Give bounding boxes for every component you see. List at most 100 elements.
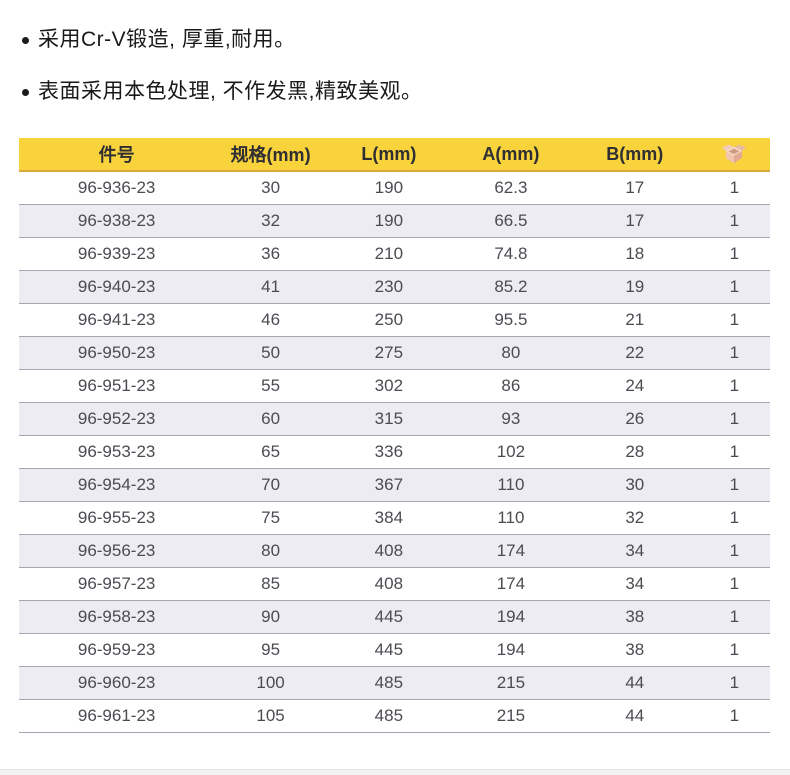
table-row: 96-956-23 80 408 174 34 1 — [19, 534, 770, 568]
pack-qty-cell: 1 — [698, 567, 770, 601]
spec-cell: 60 — [214, 402, 327, 436]
part-number-cell: 96-960-23 — [19, 666, 215, 700]
table-row: 96-955-23 75 384 110 32 1 — [19, 501, 770, 535]
part-number-cell: 96-957-23 — [19, 567, 215, 601]
pack-qty-cell: 1 — [698, 369, 770, 403]
spec-table: 件号 规格(mm) L(mm) A(mm) B(mm) — [19, 138, 770, 733]
spec-cell: 36 — [214, 237, 327, 271]
table-row: 96-936-23 30 190 62.3 17 1 — [19, 171, 770, 205]
header-l: L(mm) — [326, 138, 451, 172]
part-number-cell: 96-951-23 — [19, 369, 215, 403]
part-number-cell: 96-940-23 — [19, 270, 215, 304]
b-cell: 30 — [570, 468, 699, 502]
pack-qty-cell: 1 — [698, 402, 770, 436]
a-cell: 93 — [450, 402, 571, 436]
table-row: 96-952-23 60 315 93 26 1 — [19, 402, 770, 436]
spec-cell: 75 — [214, 501, 327, 535]
b-cell: 18 — [570, 237, 699, 271]
pack-qty-cell: 1 — [698, 600, 770, 634]
feature-text: 采用Cr-V锻造, 厚重,耐用。 — [38, 28, 296, 51]
a-cell: 85.2 — [450, 270, 571, 304]
part-number-cell: 96-954-23 — [19, 468, 215, 502]
bullet-dot-icon — [22, 89, 29, 96]
a-cell: 110 — [450, 468, 571, 502]
a-cell: 62.3 — [450, 171, 571, 205]
part-number-cell: 96-958-23 — [19, 600, 215, 634]
pack-qty-cell: 1 — [698, 204, 770, 238]
spec-table-body: 96-936-23 30 190 62.3 17 1 96-938-23 32 190 66.5 1… — [19, 171, 770, 733]
a-cell: 194 — [450, 600, 571, 634]
header-pack — [698, 138, 770, 172]
pack-qty-cell: 1 — [698, 303, 770, 337]
pack-qty-cell: 1 — [698, 270, 770, 304]
table-row: 96-959-23 95 445 194 38 1 — [19, 633, 770, 667]
table-row: 96-960-23 100 485 215 44 1 — [19, 666, 770, 700]
b-cell: 38 — [570, 633, 699, 667]
a-cell: 95.5 — [450, 303, 571, 337]
b-cell: 17 — [570, 204, 699, 238]
b-cell: 24 — [570, 369, 699, 403]
header-spec: 规格(mm) — [214, 138, 327, 172]
l-cell: 408 — [326, 534, 451, 568]
feature-bullet-list: 采用Cr-V锻造, 厚重,耐用。 表面采用本色处理, 不作发黑,精致美观。 — [0, 0, 790, 105]
table-row: 96-940-23 41 230 85.2 19 1 — [19, 270, 770, 304]
a-cell: 86 — [450, 369, 571, 403]
header-b: B(mm) — [570, 138, 699, 172]
b-cell: 22 — [570, 336, 699, 370]
a-cell: 110 — [450, 501, 571, 535]
pack-qty-cell: 1 — [698, 666, 770, 700]
spec-cell: 70 — [214, 468, 327, 502]
table-row: 96-961-23 105 485 215 44 1 — [19, 699, 770, 733]
b-cell: 34 — [570, 567, 699, 601]
part-number-cell: 96-959-23 — [19, 633, 215, 667]
b-cell: 28 — [570, 435, 699, 469]
package-box-icon — [721, 144, 747, 165]
part-number-cell: 96-952-23 — [19, 402, 215, 436]
spec-cell: 90 — [214, 600, 327, 634]
part-number-cell: 96-953-23 — [19, 435, 215, 469]
l-cell: 336 — [326, 435, 451, 469]
b-cell: 19 — [570, 270, 699, 304]
b-cell: 44 — [570, 666, 699, 700]
l-cell: 230 — [326, 270, 451, 304]
table-row: 96-950-23 50 275 80 22 1 — [19, 336, 770, 370]
pack-qty-cell: 1 — [698, 435, 770, 469]
l-cell: 485 — [326, 666, 451, 700]
spec-cell: 80 — [214, 534, 327, 568]
spec-cell: 105 — [214, 699, 327, 733]
part-number-cell: 96-938-23 — [19, 204, 215, 238]
l-cell: 408 — [326, 567, 451, 601]
part-number-cell: 96-939-23 — [19, 237, 215, 271]
pack-qty-cell: 1 — [698, 501, 770, 535]
feature-item: 表面采用本色处理, 不作发黑,精致美观。 — [22, 79, 790, 105]
table-row: 96-958-23 90 445 194 38 1 — [19, 600, 770, 634]
b-cell: 17 — [570, 171, 699, 205]
spec-cell: 50 — [214, 336, 327, 370]
table-row: 96-941-23 46 250 95.5 21 1 — [19, 303, 770, 337]
feature-item: 采用Cr-V锻造, 厚重,耐用。 — [22, 27, 790, 53]
pack-qty-cell: 1 — [698, 633, 770, 667]
part-number-cell: 96-936-23 — [19, 171, 215, 205]
spec-cell: 95 — [214, 633, 327, 667]
a-cell: 174 — [450, 534, 571, 568]
part-number-cell: 96-961-23 — [19, 699, 215, 733]
l-cell: 445 — [326, 600, 451, 634]
pack-qty-cell: 1 — [698, 171, 770, 205]
b-cell: 21 — [570, 303, 699, 337]
spec-cell: 100 — [214, 666, 327, 700]
next-section-edge — [0, 769, 790, 775]
pack-qty-cell: 1 — [698, 336, 770, 370]
part-number-cell: 96-950-23 — [19, 336, 215, 370]
pack-qty-cell: 1 — [698, 468, 770, 502]
pack-qty-cell: 1 — [698, 534, 770, 568]
pack-qty-cell: 1 — [698, 237, 770, 271]
l-cell: 250 — [326, 303, 451, 337]
l-cell: 384 — [326, 501, 451, 535]
table-row: 96-957-23 85 408 174 34 1 — [19, 567, 770, 601]
l-cell: 315 — [326, 402, 451, 436]
l-cell: 190 — [326, 204, 451, 238]
header-a: A(mm) — [450, 138, 571, 172]
pack-qty-cell: 1 — [698, 699, 770, 733]
part-number-cell: 96-941-23 — [19, 303, 215, 337]
